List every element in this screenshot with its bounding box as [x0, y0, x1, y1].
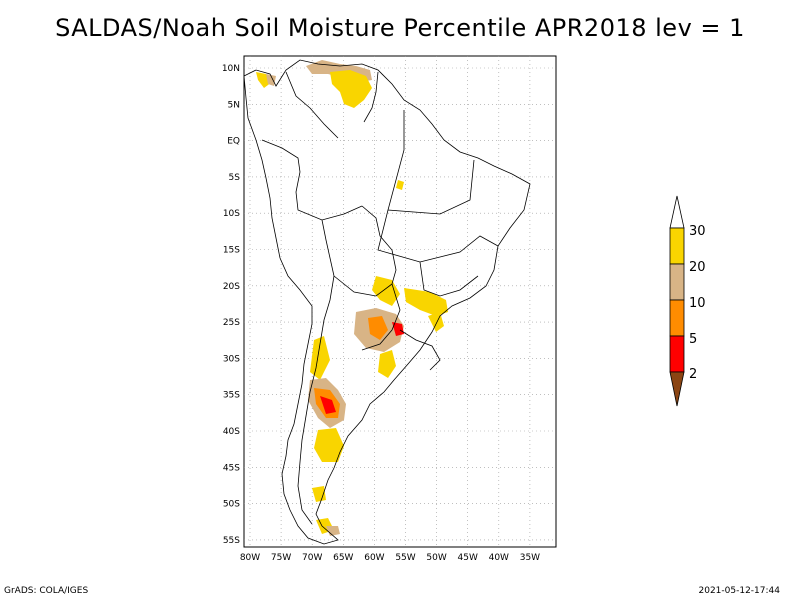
- lon-label: 75W: [271, 553, 291, 563]
- map-gridlines: [244, 56, 556, 547]
- shade-brazil-ne-speck: [396, 180, 404, 190]
- shade-patagonia-south: [312, 486, 326, 502]
- lon-label: 40W: [489, 553, 509, 563]
- colorbar-2-5: [669, 335, 685, 373]
- lat-label: 5S: [229, 173, 241, 183]
- lat-label: 30S: [223, 354, 240, 364]
- percentile-shading: [256, 60, 448, 536]
- colorbar-5-10: [669, 299, 685, 337]
- shade-brazil-south-yellow: [404, 288, 448, 316]
- shade-santa-catarina: [428, 312, 444, 332]
- lon-label: 55W: [395, 553, 415, 563]
- lon-label: 70W: [302, 553, 322, 563]
- colorbar-above30: [669, 195, 685, 229]
- lon-label: 60W: [364, 553, 384, 563]
- colorbar-20-30: [669, 227, 685, 265]
- lon-label: 50W: [426, 553, 446, 563]
- border-brazil-bolivia: [361, 205, 397, 285]
- lat-label: 10N: [222, 64, 240, 74]
- colorbar-label-2: 2: [689, 367, 697, 382]
- border-brazil-central-states: [377, 209, 499, 263]
- lat-label: 40S: [223, 427, 240, 437]
- footer-credit: GrADS: COLA/IGES: [4, 586, 89, 596]
- border-ecuador-peru: [261, 139, 301, 173]
- shade-venezuela-yellow: [330, 70, 372, 108]
- colorbar-10-20: [669, 263, 685, 301]
- colorbar-below2: [669, 371, 685, 407]
- lat-label: 10S: [223, 209, 240, 219]
- continent-outline: [243, 59, 531, 545]
- border-venezuela-guyana: [363, 71, 379, 123]
- shade-paraguay-red: [392, 322, 404, 336]
- lat-label: 55S: [223, 536, 240, 546]
- map-title: SALDAS/Noah Soil Moisture Percentile APR…: [55, 14, 745, 42]
- shade-tierra-tan: [326, 526, 340, 536]
- shade-paraguay-yellow: [372, 276, 400, 306]
- border-brazil-south-states: [419, 261, 479, 297]
- lat-label: 45S: [223, 463, 240, 473]
- border-brazil-north-states: [387, 110, 475, 215]
- colorbar-label-10: 10: [689, 296, 706, 311]
- lon-label: 65W: [333, 553, 353, 563]
- lon-label: 80W: [240, 553, 260, 563]
- shade-patagonia-yellow: [314, 428, 344, 462]
- lat-label: EQ: [227, 137, 240, 147]
- shade-paraguay-orange: [368, 316, 388, 340]
- border-bolivia-argentina: [333, 275, 393, 297]
- longitude-labels: 80W 75W 70W 65W 60W 55W 50W 45W 40W 35W: [240, 553, 540, 563]
- shade-argentina-central-yellow: [378, 350, 396, 378]
- shade-colombia-north-tan: [266, 74, 276, 86]
- lat-label: 5N: [228, 100, 240, 110]
- colorbar-label-5: 5: [689, 332, 697, 347]
- border-chile-argentina: [297, 275, 335, 525]
- lat-label: 25S: [223, 318, 240, 328]
- shade-andes-north: [310, 336, 330, 380]
- lat-label: 35S: [223, 391, 240, 401]
- coastlines-and-borders: [243, 59, 531, 545]
- shade-andes-red: [320, 396, 336, 414]
- map-frame: [243, 55, 557, 548]
- lat-label: 50S: [223, 500, 240, 510]
- lon-label: 35W: [520, 553, 540, 563]
- border-brazil-uruguay: [399, 329, 441, 371]
- lat-label: 15S: [223, 246, 240, 256]
- border-colombia-venezuela: [285, 71, 339, 139]
- colorbar: 30 20 10 5 2: [669, 195, 706, 407]
- border-paraguay-argentina: [361, 283, 401, 351]
- latitude-labels: 10N 5N EQ 5S 10S 15S 20S 25S 30S 35S 40S 45S 50S 55S: [222, 64, 240, 546]
- colorbar-label-30: 30: [689, 224, 706, 239]
- lon-label: 45W: [458, 553, 478, 563]
- lat-label: 20S: [223, 282, 240, 292]
- colorbar-label-20: 20: [689, 260, 706, 275]
- border-peru-bolivia: [321, 219, 335, 277]
- border-peru-brazil: [295, 171, 363, 221]
- footer-timestamp: 2021-05-12-17:44: [698, 586, 781, 596]
